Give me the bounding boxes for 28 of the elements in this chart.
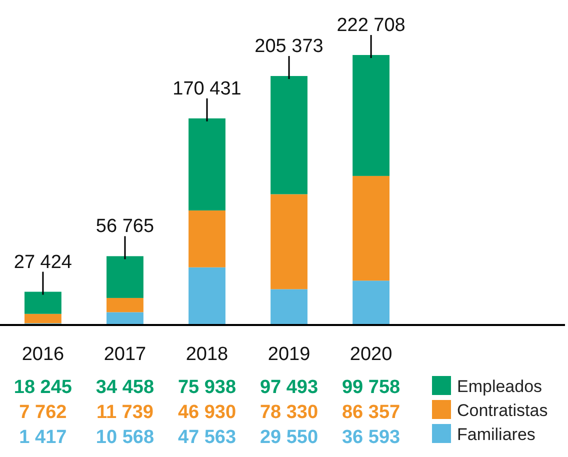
data-label: 99 758	[342, 377, 400, 398]
x-tick-label: 2018	[186, 344, 228, 365]
total-label: 27 424	[14, 252, 72, 273]
total-label: 170 431	[172, 78, 242, 100]
total-label: 205 373	[254, 36, 324, 58]
data-label: 97 493	[260, 377, 318, 398]
data-label: 75 938	[178, 377, 236, 398]
x-tick-label: 2016	[22, 344, 64, 365]
data-label: 36 593	[342, 427, 400, 448]
data-label: 29 550	[260, 427, 318, 448]
total-label: 56 765	[96, 216, 154, 238]
legend-label: Familiares	[457, 425, 536, 444]
x-tick-label: 2020	[350, 344, 392, 365]
data-label: 1 417	[19, 427, 67, 448]
data-label: 46 930	[178, 402, 236, 423]
data-label: 47 563	[178, 427, 236, 448]
x-tick-label: 2017	[104, 344, 146, 365]
legend-label: Contratistas	[457, 401, 548, 420]
legend-label: Empleados	[457, 377, 542, 396]
total-label: 222 708	[336, 15, 406, 36]
data-label: 86 357	[342, 402, 400, 423]
x-tick-label: 2019	[268, 344, 310, 365]
data-label: 18 245	[14, 377, 72, 398]
data-label: 7 762	[19, 402, 67, 423]
data-label: 10 568	[96, 427, 154, 448]
data-label: 34 458	[96, 377, 154, 398]
data-label: 11 739	[96, 402, 154, 423]
data-label: 78 330	[260, 402, 318, 423]
